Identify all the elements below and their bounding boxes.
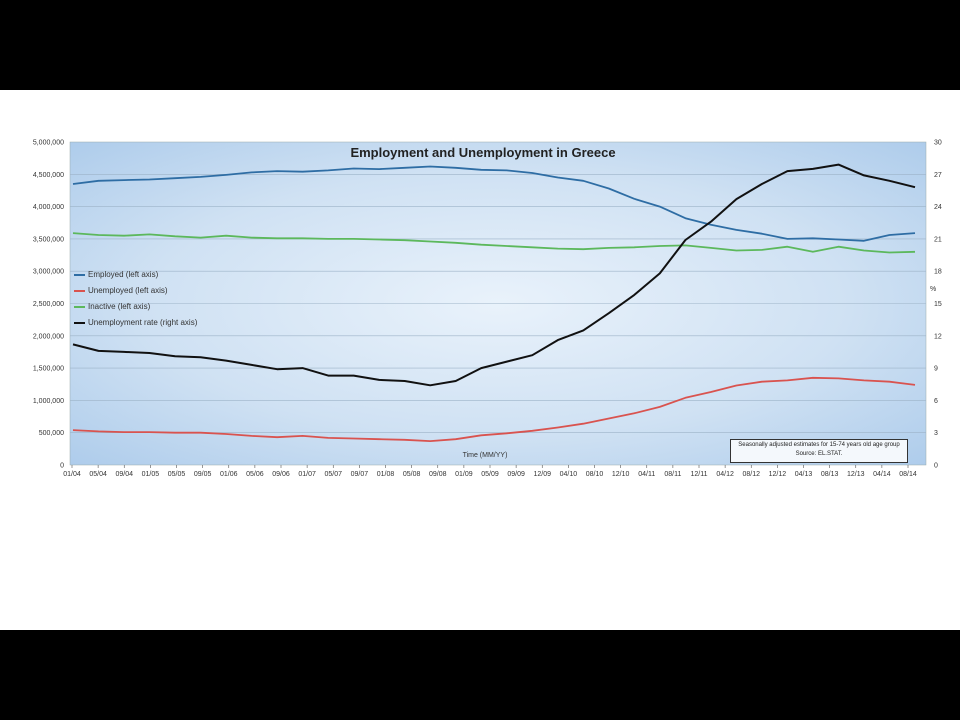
x-axis-title: Time (MM/YY) bbox=[462, 452, 508, 459]
x-tick-label: 05/08 bbox=[403, 471, 421, 478]
x-tick-label: 09/09 bbox=[507, 471, 525, 478]
x-tick-label: 08/12 bbox=[742, 471, 760, 478]
series-group bbox=[72, 163, 916, 443]
x-axis-ticks: 01/04 05/04 09/04 01/05 05/05 09/05 01/06 05/06… bbox=[63, 465, 917, 478]
x-tick-label: 09/08 bbox=[429, 471, 447, 478]
x-tick-label: 08/11 bbox=[664, 471, 681, 478]
y-tick-label: 2,500,000 bbox=[33, 301, 64, 308]
y2-tick-label: 30 bbox=[934, 140, 942, 147]
x-tick-label: 04/13 bbox=[795, 471, 813, 478]
y-axis-ticks: 0 500,000 1,000,000 1,500,000 2,000,000 2,500… bbox=[33, 140, 64, 470]
y-tick-label: 1,000,000 bbox=[33, 398, 64, 405]
x-tick-label: 12/12 bbox=[769, 471, 787, 478]
x-tick-label: 05/07 bbox=[324, 471, 342, 478]
y-tick-label: 3,000,000 bbox=[33, 269, 64, 276]
y-tick-label: 0 bbox=[60, 463, 64, 470]
x-tick-label: 09/05 bbox=[194, 471, 212, 478]
legend-item-unemployed: Unemployed (left axis) bbox=[74, 283, 197, 299]
y2-tick-label: 6 bbox=[934, 398, 938, 405]
x-tick-label: 01/05 bbox=[142, 471, 160, 478]
x-tick-label: 01/09 bbox=[455, 471, 473, 478]
y2-tick-label: 12 bbox=[934, 333, 942, 340]
legend-swatch-inactive bbox=[74, 306, 85, 308]
x-tick-label: 09/06 bbox=[272, 471, 290, 478]
x-tick-label: 05/05 bbox=[168, 471, 186, 478]
x-tick-label: 09/07 bbox=[351, 471, 369, 478]
x-tick-label: 01/04 bbox=[63, 471, 81, 478]
series-line-employed bbox=[72, 165, 916, 242]
legend-swatch-employed bbox=[74, 274, 85, 276]
legend-item-unemployment-rate: Unemployment rate (right axis) bbox=[74, 315, 197, 331]
series-line-inactive bbox=[72, 232, 916, 254]
y-tick-label: 5,000,000 bbox=[33, 140, 64, 147]
chart: 0 500,000 1,000,000 1,500,000 2,000,000 2,500… bbox=[33, 140, 942, 479]
note-line-1: Seasonally adjusted estimates for 15-74 … bbox=[738, 442, 900, 448]
x-tick-label: 09/04 bbox=[115, 471, 133, 478]
y2-axis-ticks: 0 3 6 9 12 15 18 21 24 27 30 bbox=[934, 140, 942, 470]
x-tick-label: 04/14 bbox=[873, 471, 891, 478]
y-tick-label: 4,000,000 bbox=[33, 204, 64, 211]
y2-tick-label: 3 bbox=[934, 430, 938, 437]
x-tick-label: 08/14 bbox=[899, 471, 917, 478]
x-tick-label: 12/10 bbox=[612, 471, 630, 478]
legend-item-inactive: Inactive (left axis) bbox=[74, 299, 197, 315]
slide: 0 500,000 1,000,000 1,500,000 2,000,000 2,500… bbox=[0, 90, 960, 630]
x-tick-label: 08/10 bbox=[586, 471, 604, 478]
legend-label-unemployment-rate: Unemployment rate (right axis) bbox=[88, 318, 198, 327]
legend-label-inactive: Inactive (left axis) bbox=[88, 302, 151, 311]
y2-tick-label: 27 bbox=[934, 172, 942, 179]
y2-tick-label: 15 bbox=[934, 301, 942, 308]
source-note: Seasonally adjusted estimates for 15-74 … bbox=[730, 439, 908, 463]
legend-label-unemployed: Unemployed (left axis) bbox=[88, 286, 168, 295]
series-line-unemployed bbox=[72, 376, 916, 443]
x-tick-label: 04/12 bbox=[716, 471, 734, 478]
x-tick-label: 12/11 bbox=[691, 471, 708, 478]
y2-tick-label: 24 bbox=[934, 204, 942, 211]
y2-axis-title: % bbox=[930, 286, 937, 293]
y-tick-label: 500,000 bbox=[39, 430, 64, 437]
y-tick-label: 1,500,000 bbox=[33, 366, 64, 373]
y2-tick-label: 21 bbox=[934, 236, 942, 243]
x-tick-label: 01/08 bbox=[377, 471, 395, 478]
x-tick-label: 05/09 bbox=[481, 471, 499, 478]
y-tick-label: 4,500,000 bbox=[33, 172, 64, 179]
legend-swatch-unemployment-rate bbox=[74, 322, 85, 324]
legend-label-employed: Employed (left axis) bbox=[88, 270, 159, 279]
chart-title: Employment and Unemployment in Greece bbox=[350, 145, 616, 160]
x-tick-label: 08/13 bbox=[821, 471, 839, 478]
x-tick-label: 01/07 bbox=[298, 471, 316, 478]
y2-tick-label: 0 bbox=[934, 463, 938, 470]
legend-swatch-unemployed bbox=[74, 290, 85, 292]
x-tick-label: 12/13 bbox=[847, 471, 865, 478]
y-tick-label: 2,000,000 bbox=[33, 333, 64, 340]
note-line-2: Source: EL.STAT. bbox=[795, 451, 843, 457]
series-line-unemployment-rate bbox=[72, 163, 916, 387]
y2-tick-label: 18 bbox=[934, 269, 942, 276]
legend-item-employed: Employed (left axis) bbox=[74, 267, 197, 283]
y2-tick-label: 9 bbox=[934, 366, 938, 373]
x-tick-label: 05/04 bbox=[89, 471, 107, 478]
x-tick-label: 04/11 bbox=[638, 471, 655, 478]
y-tick-label: 3,500,000 bbox=[33, 236, 64, 243]
x-tick-label: 05/06 bbox=[246, 471, 264, 478]
x-tick-label: 01/06 bbox=[220, 471, 238, 478]
x-tick-label: 12/09 bbox=[533, 471, 551, 478]
x-tick-label: 04/10 bbox=[560, 471, 578, 478]
legend: Employed (left axis) Unemployed (left ax… bbox=[74, 267, 197, 331]
